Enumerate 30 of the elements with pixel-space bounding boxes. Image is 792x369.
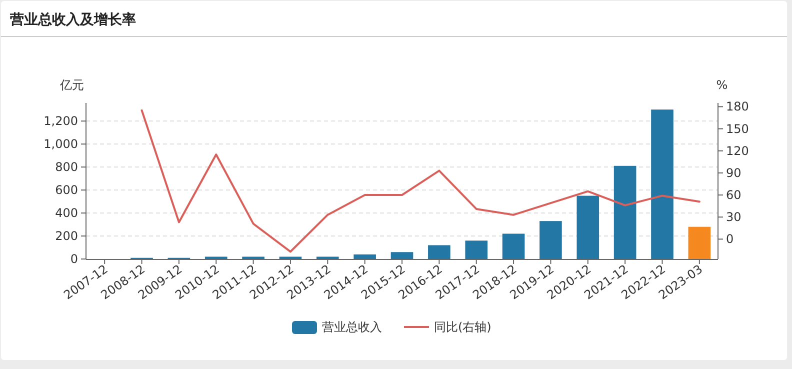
- bar: [354, 254, 376, 259]
- bar: [502, 234, 525, 259]
- bar: [390, 252, 414, 259]
- y-tick-label: 1,200: [44, 114, 78, 128]
- y2-tick-label: 90: [726, 166, 742, 180]
- bar: [688, 226, 711, 259]
- chart-title: 营业总收入及增长率: [9, 11, 136, 28]
- y-tick-label: 0: [70, 252, 78, 266]
- y2-tick-label: 30: [726, 210, 742, 224]
- y2-tick-label: 150: [726, 122, 749, 136]
- y-tick-label: 400: [55, 206, 78, 220]
- y2-tick-label: 180: [726, 100, 749, 114]
- y2-tick-label: 0: [726, 232, 734, 246]
- bar: [540, 221, 562, 259]
- y2-tick-label: 120: [726, 144, 749, 158]
- y-tick-label: 600: [55, 183, 78, 198]
- y-tick-label: 200: [55, 229, 78, 244]
- y-tick-label: 800: [55, 160, 78, 174]
- bar: [428, 245, 450, 259]
- y2-axis-title: %: [716, 78, 728, 92]
- y-tick-label: 1,000: [44, 137, 78, 152]
- legend-label: 同比(右轴): [434, 320, 492, 334]
- y2-tick-label: 60: [726, 188, 742, 202]
- bar: [576, 196, 600, 259]
- bar: [614, 166, 636, 259]
- legend-label: 营业总收入: [322, 320, 382, 334]
- bar: [651, 110, 674, 259]
- y-axis-title: 亿元: [59, 78, 84, 92]
- line-series: [140, 109, 700, 253]
- bar: [465, 240, 488, 259]
